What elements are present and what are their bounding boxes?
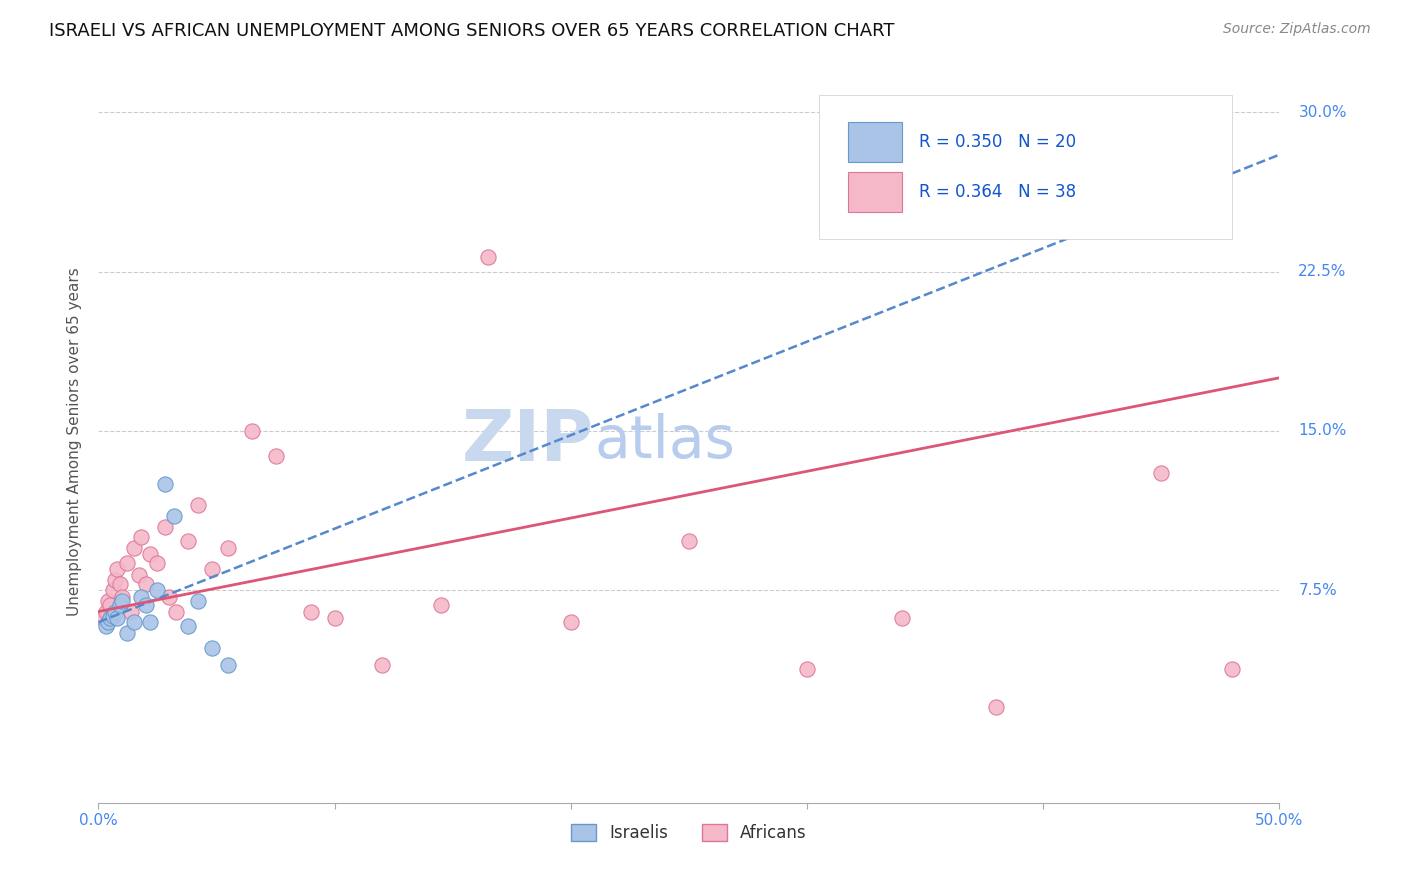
Point xyxy=(105,611,128,625)
Point xyxy=(115,556,138,570)
Point xyxy=(94,605,117,619)
Point xyxy=(678,534,700,549)
Point xyxy=(201,562,224,576)
Point xyxy=(111,594,134,608)
Legend: Israelis, Africans: Israelis, Africans xyxy=(565,817,813,848)
Text: 30.0%: 30.0% xyxy=(1298,104,1347,120)
Text: ISRAELI VS AFRICAN UNEMPLOYMENT AMONG SENIORS OVER 65 YEARS CORRELATION CHART: ISRAELI VS AFRICAN UNEMPLOYMENT AMONG SE… xyxy=(49,22,894,40)
Text: atlas: atlas xyxy=(595,413,735,470)
Point xyxy=(97,594,120,608)
Point xyxy=(122,541,145,555)
Text: 15.0%: 15.0% xyxy=(1298,424,1347,438)
Point xyxy=(97,615,120,630)
Point xyxy=(430,598,453,612)
Point xyxy=(264,450,287,464)
Point xyxy=(560,615,582,630)
Point xyxy=(1150,467,1173,481)
Point xyxy=(129,530,152,544)
Text: 7.5%: 7.5% xyxy=(1298,582,1337,598)
Point xyxy=(111,590,134,604)
Point xyxy=(91,611,114,625)
Point xyxy=(108,598,131,612)
Point xyxy=(217,541,239,555)
Point xyxy=(129,590,152,604)
Point xyxy=(163,508,186,523)
Point xyxy=(105,562,128,576)
Y-axis label: Unemployment Among Seniors over 65 years: Unemployment Among Seniors over 65 years xyxy=(67,268,83,615)
Point xyxy=(371,657,394,672)
Point xyxy=(177,534,200,549)
FancyBboxPatch shape xyxy=(848,172,901,212)
Point xyxy=(139,547,162,561)
Point xyxy=(157,590,180,604)
Point xyxy=(108,577,131,591)
Text: R = 0.364   N = 38: R = 0.364 N = 38 xyxy=(920,183,1077,202)
Point xyxy=(1220,662,1243,676)
Text: Source: ZipAtlas.com: Source: ZipAtlas.com xyxy=(1223,22,1371,37)
Point xyxy=(187,498,209,512)
Point xyxy=(201,640,224,655)
Point xyxy=(187,594,209,608)
FancyBboxPatch shape xyxy=(818,95,1232,239)
Point xyxy=(104,605,127,619)
Point xyxy=(153,519,176,533)
Point xyxy=(98,598,121,612)
Point xyxy=(135,577,157,591)
Text: ZIP: ZIP xyxy=(463,407,595,476)
Point xyxy=(146,583,169,598)
Point xyxy=(98,611,121,625)
Point xyxy=(128,568,150,582)
Point xyxy=(477,250,499,264)
Point xyxy=(165,605,187,619)
Point xyxy=(146,556,169,570)
Point xyxy=(984,700,1007,714)
Text: 22.5%: 22.5% xyxy=(1298,264,1347,279)
Point xyxy=(323,611,346,625)
Point xyxy=(153,477,176,491)
Point xyxy=(104,573,127,587)
Point xyxy=(94,619,117,633)
Point xyxy=(135,598,157,612)
Point xyxy=(796,662,818,676)
Point xyxy=(217,657,239,672)
Point xyxy=(101,583,124,598)
Point xyxy=(122,615,145,630)
Point xyxy=(299,605,322,619)
Point xyxy=(101,608,124,623)
Point xyxy=(115,625,138,640)
Text: R = 0.350   N = 20: R = 0.350 N = 20 xyxy=(920,133,1077,151)
Point xyxy=(121,605,143,619)
FancyBboxPatch shape xyxy=(848,122,901,161)
Point xyxy=(139,615,162,630)
Point xyxy=(177,619,200,633)
Point xyxy=(890,611,912,625)
Point xyxy=(240,424,263,438)
